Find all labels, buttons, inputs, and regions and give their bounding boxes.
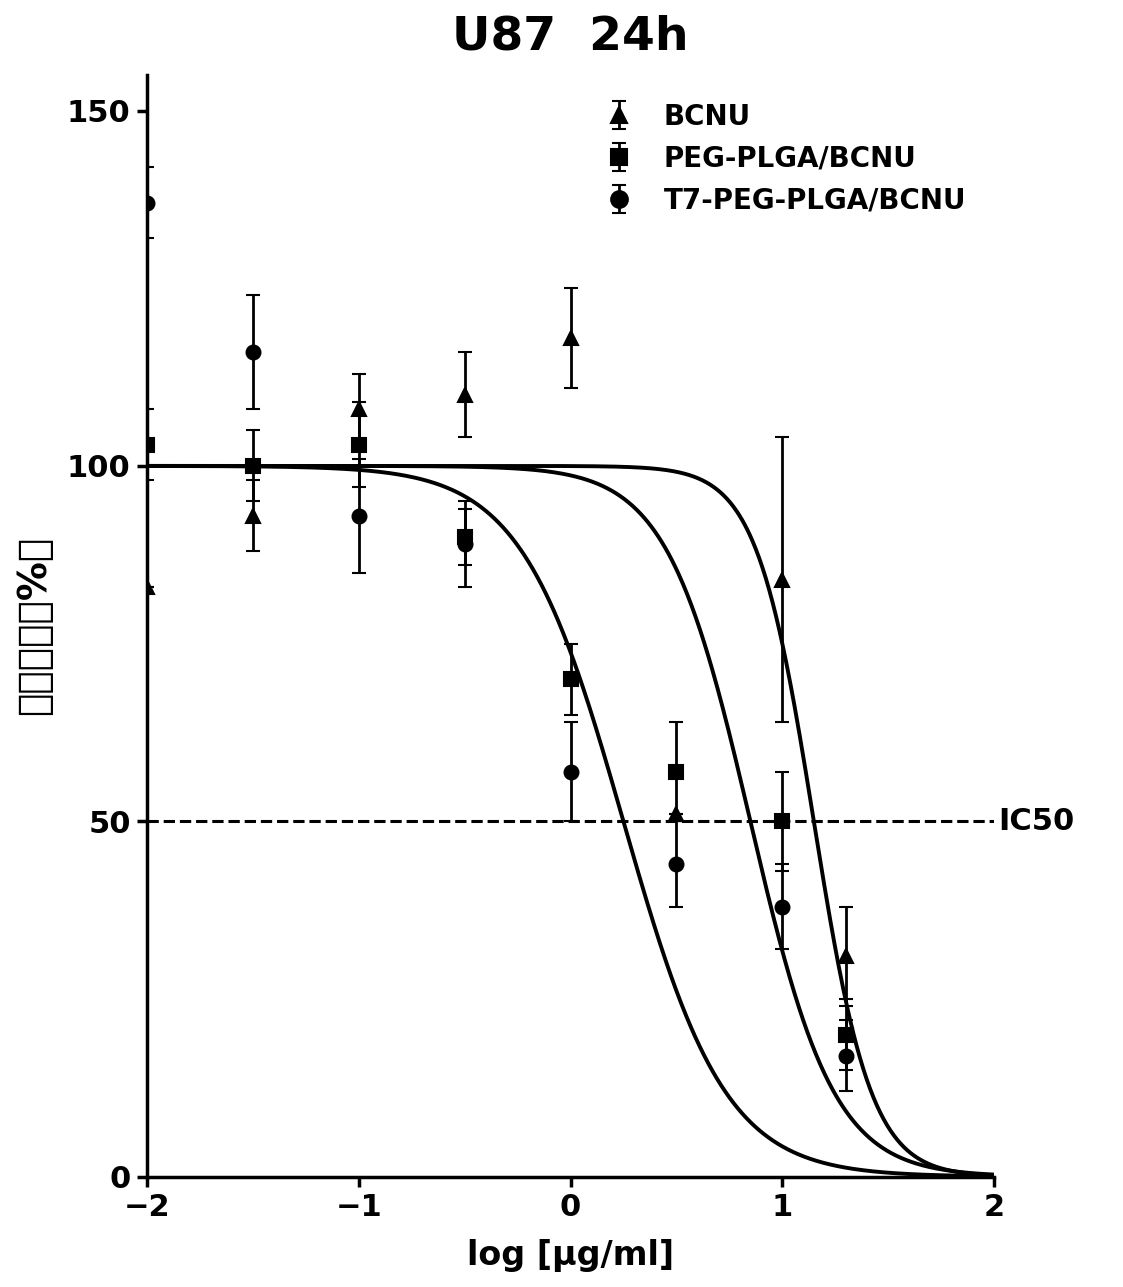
Y-axis label: 细胞活性（%）: 细胞活性（%） [15, 537, 53, 716]
Title: U87  24h: U87 24h [453, 15, 688, 60]
Text: IC50: IC50 [998, 807, 1075, 835]
Legend: BCNU, PEG-PLGA/BCNU, T7-PEG-PLGA/BCNU: BCNU, PEG-PLGA/BCNU, T7-PEG-PLGA/BCNU [577, 89, 980, 229]
X-axis label: log [μg/ml]: log [μg/ml] [467, 1239, 674, 1272]
